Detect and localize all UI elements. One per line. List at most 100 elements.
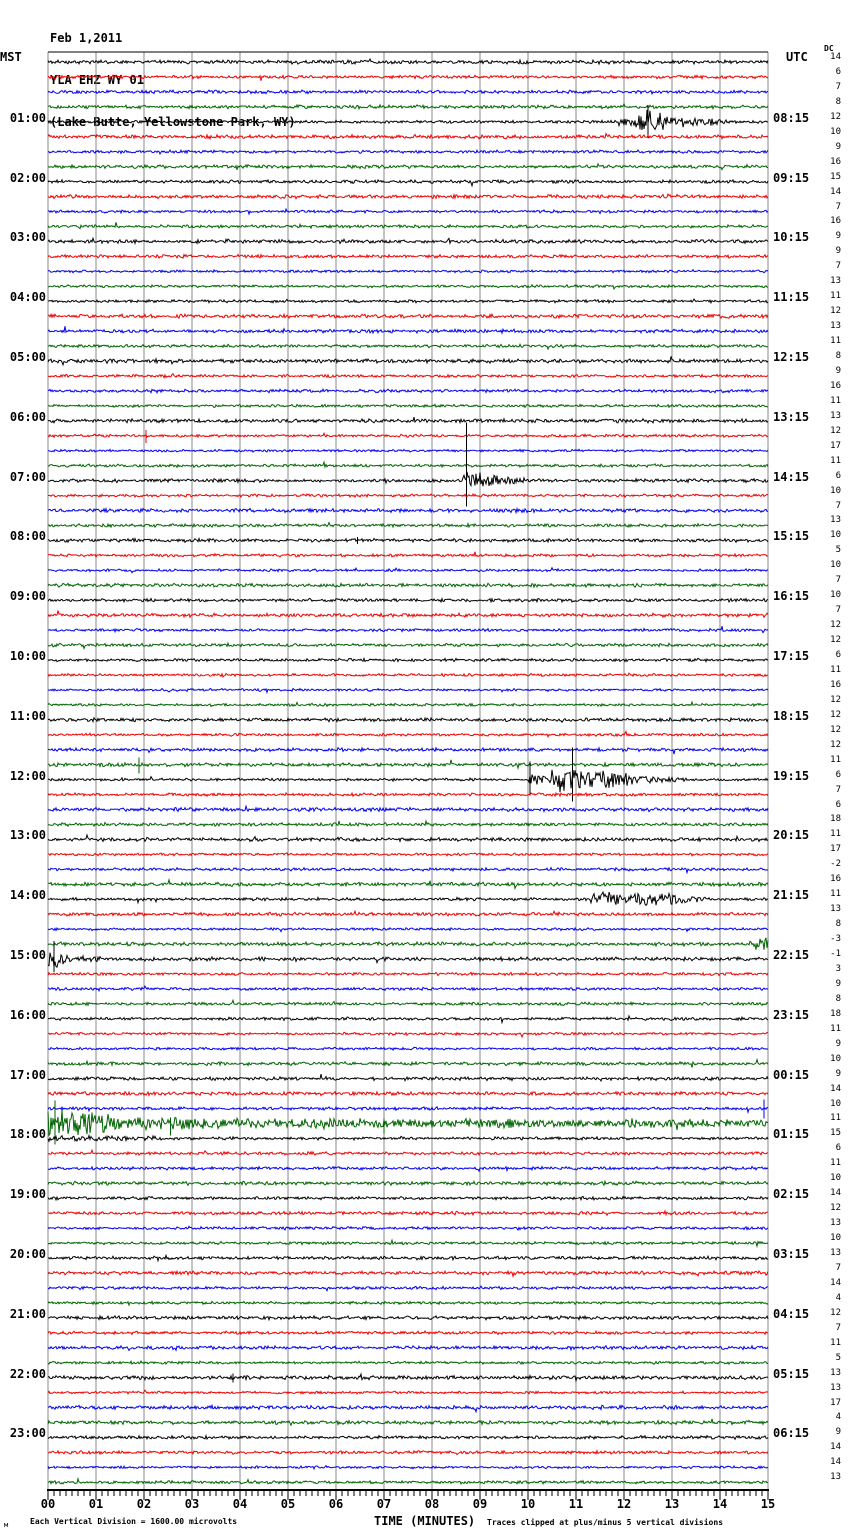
dc-offset-row-89: 13 [830, 1382, 841, 1393]
dc-offset-row-67: 10 [830, 1053, 841, 1064]
utc-label-19:15: 19:15 [773, 768, 810, 783]
dc-offset-row-64: 18 [830, 1008, 841, 1019]
seismogram-trace-row-23 [47, 403, 769, 409]
seismogram-trace-row-40 [47, 656, 769, 663]
seismogram-trace-row-26 [47, 448, 769, 453]
seismogram-trace-row-64 [47, 1014, 769, 1025]
signature-glyph: м [4, 1521, 9, 1529]
seismogram-trace-row-65 [47, 1031, 769, 1039]
dc-offset-row-60: -1 [830, 949, 841, 959]
dc-offset-row-59: -3 [830, 934, 841, 945]
x-tick-15: 15 [760, 1497, 776, 1511]
dc-offset-row-40: 6 [835, 650, 841, 660]
seismogram-trace-row-35 [47, 581, 769, 589]
seismogram-trace-row-60 [47, 952, 769, 969]
dc-offset-row-15: 13 [830, 276, 841, 287]
seismogram-trace-row-81 [47, 1269, 769, 1279]
mst-label-22:00: 22:00 [9, 1366, 46, 1381]
utc-label-12:15: 12:15 [773, 350, 810, 364]
dc-offset-row-41: 11 [830, 664, 841, 675]
x-tick-02: 02 [136, 1497, 152, 1511]
mst-label-03:00: 03:00 [9, 230, 46, 245]
seismogram-trace-row-57 [47, 909, 769, 918]
seismogram-trace-row-69 [47, 1090, 769, 1097]
dc-offset-row-73: 6 [835, 1143, 841, 1154]
seismogram-trace-row-76 [47, 1195, 769, 1202]
dc-offset-row-81: 7 [835, 1262, 841, 1273]
utc-label-14:15: 14:15 [773, 469, 810, 484]
dc-offset-row-88: 13 [830, 1367, 841, 1378]
mst-label-07:00: 07:00 [9, 469, 46, 484]
x-tick-11: 11 [568, 1497, 584, 1511]
seismogram-trace-row-41 [47, 672, 768, 679]
seismogram-trace-row-94 [47, 1464, 769, 1471]
seismogram-trace-row-2 [47, 88, 769, 96]
seismogram-trace-row-21 [48, 372, 769, 379]
seismogram-trace-row-47 [48, 759, 769, 770]
utc-label-21:15: 21:15 [773, 888, 810, 903]
seismogram-trace-row-73 [47, 1148, 769, 1156]
seismogram-trace-row-58 [47, 926, 769, 933]
mst-label-13:00: 13:00 [9, 828, 46, 843]
dc-offset-row-29: 10 [830, 485, 841, 496]
seismogram-trace-row-51 [47, 819, 769, 828]
dc-offset-row-83: 4 [835, 1292, 841, 1303]
seismogram-trace-row-6 [47, 148, 769, 156]
dc-offset-row-37: 7 [835, 605, 841, 616]
mst-label-10:00: 10:00 [9, 649, 46, 663]
x-tick-07: 07 [376, 1497, 392, 1511]
dc-offset-row-50: 6 [835, 799, 841, 810]
dc-offset-row-85: 7 [835, 1322, 841, 1333]
seismogram-trace-row-27 [47, 460, 769, 469]
x-tick-08: 08 [424, 1497, 440, 1511]
seismogram-trace-row-39 [47, 641, 769, 651]
seismogram-trace-row-4 [47, 109, 769, 131]
mst-label-15:00: 15:00 [9, 948, 46, 962]
dc-offset-row-35: 7 [835, 575, 841, 586]
seismogram-trace-row-29 [48, 493, 769, 499]
seismogram-trace-row-93 [47, 1449, 769, 1456]
mst-label-02:00: 02:00 [9, 170, 46, 185]
dc-offset-row-46: 12 [830, 739, 841, 750]
utc-label-22:15: 22:15 [773, 948, 810, 962]
seismogram-trace-row-9 [47, 192, 769, 200]
x-tick-04: 04 [232, 1497, 248, 1511]
dc-offset-row-10: 7 [835, 201, 841, 212]
left-axis-title-mst: MST [0, 50, 22, 64]
utc-label-03:15: 03:15 [773, 1247, 810, 1261]
dc-offset-row-20: 8 [835, 351, 841, 361]
mst-label-04:00: 04:00 [9, 290, 46, 305]
seismogram-trace-row-19 [47, 343, 769, 351]
mst-label-11:00: 11:00 [9, 708, 46, 723]
seismogram-trace-row-30 [47, 506, 769, 515]
dc-offset-row-82: 14 [830, 1277, 841, 1288]
utc-label-09:15: 09:15 [773, 170, 810, 185]
mst-label-08:00: 08:00 [9, 529, 46, 544]
seismogram-trace-row-85 [47, 1329, 769, 1336]
dc-offset-row-57: 13 [830, 904, 841, 915]
utc-label-00:15: 00:15 [773, 1067, 810, 1082]
seismogram-trace-row-22 [47, 387, 769, 394]
seismogram-trace-row-87 [47, 1360, 769, 1366]
dc-offset-row-47: 11 [830, 754, 841, 765]
dc-offset-row-86: 11 [830, 1337, 841, 1348]
seismogram-trace-row-71 [47, 1108, 769, 1137]
seismogram-trace-row-46 [47, 746, 769, 755]
dc-offset-row-44: 12 [830, 709, 841, 720]
dc-offset-row-95: 13 [830, 1472, 841, 1483]
dc-offset-row-21: 9 [835, 365, 841, 376]
seismogram-trace-row-5 [47, 132, 769, 141]
dc-offset-row-25: 12 [830, 425, 841, 436]
dc-offset-row-28: 6 [835, 470, 841, 481]
dc-offset-row-27: 11 [830, 455, 841, 466]
seismogram-trace-row-36 [47, 597, 769, 604]
dc-offset-row-17: 12 [830, 306, 841, 317]
mst-label-09:00: 09:00 [9, 589, 46, 604]
dc-offset-row-11: 16 [830, 216, 841, 227]
mst-label-19:00: 19:00 [9, 1187, 46, 1202]
dc-offset-row-16: 11 [830, 291, 841, 302]
dc-offset-row-55: 16 [830, 874, 841, 885]
seismogram-trace-row-24 [47, 416, 769, 425]
utc-label-05:15: 05:15 [773, 1366, 810, 1381]
